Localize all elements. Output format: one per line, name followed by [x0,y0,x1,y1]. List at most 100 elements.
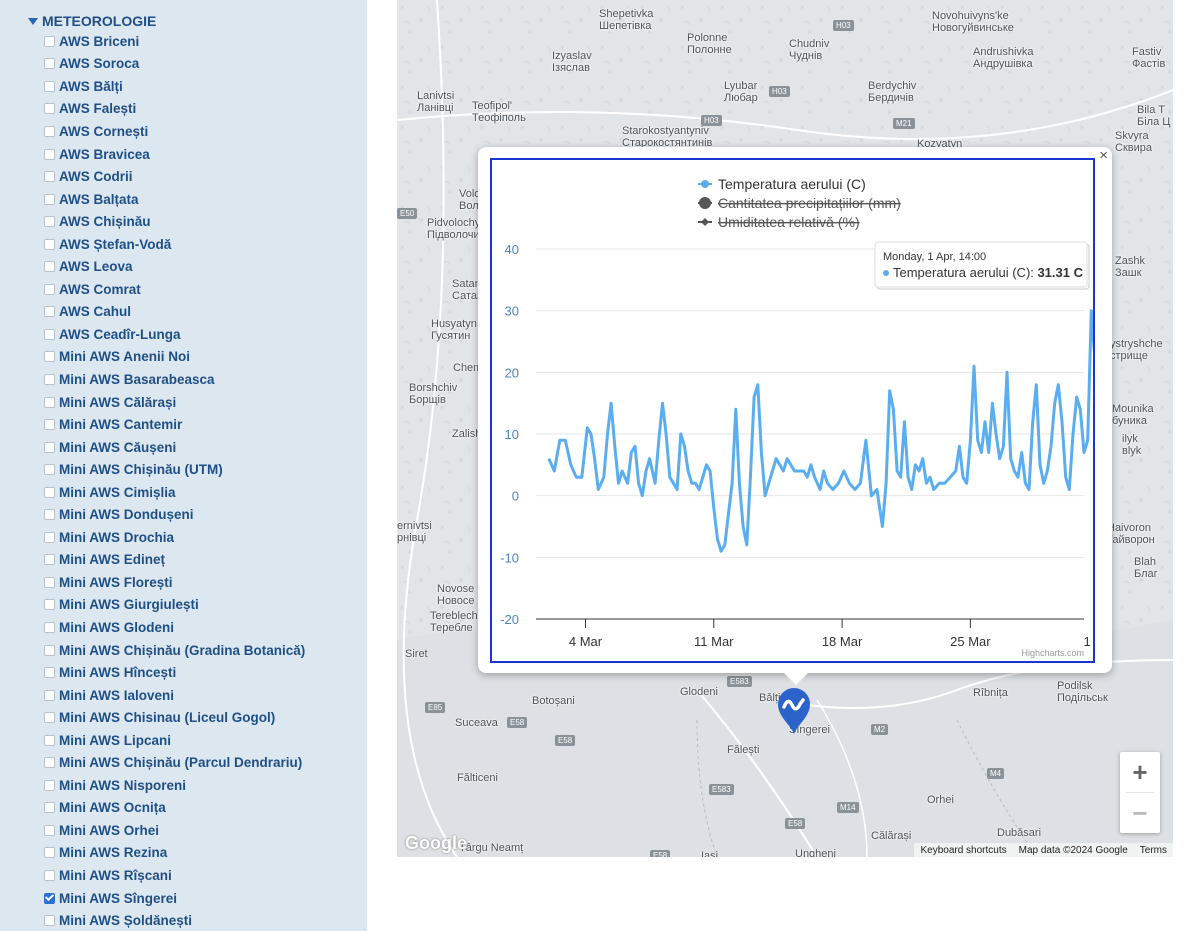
station-checkbox[interactable] [44,621,55,633]
terms-link[interactable]: Terms [1139,844,1167,856]
station-item[interactable]: AWS Ceadîr-Lunga [44,323,305,346]
station-item[interactable]: Mini AWS Cantemir [44,413,305,436]
station-checkbox[interactable] [44,193,55,205]
station-item[interactable]: Mini AWS Cimișlia [44,481,305,504]
station-item[interactable]: AWS Cahul [44,301,305,324]
station-marker-icon[interactable] [777,687,811,735]
station-item[interactable]: Mini AWS Chișinău (Gradina Botanică) [44,639,305,662]
station-checkbox[interactable] [44,802,55,814]
popup-tail [784,673,808,685]
place-label: ernivtsi рнівці [397,520,432,544]
legend-item[interactable]: Umiditatea relativă (%) [718,214,860,230]
station-checkbox[interactable] [44,125,55,137]
station-checkbox[interactable] [44,824,55,836]
station-item[interactable]: Mini AWS Florești [44,571,305,594]
station-checkbox[interactable] [44,892,55,904]
station-checkbox[interactable] [44,373,55,385]
station-item[interactable]: AWS Briceni [44,30,305,53]
station-checkbox[interactable] [44,238,55,250]
station-checkbox[interactable] [44,216,55,228]
station-item[interactable]: Mini AWS Chișinău (UTM) [44,458,305,481]
station-item[interactable]: Mini AWS Chișinău (Parcul Dendrariu) [44,752,305,775]
station-item[interactable]: AWS Comrat [44,278,305,301]
station-checkbox[interactable] [44,847,55,859]
place-label: Andrushivka Андрушівка [973,46,1034,70]
station-item[interactable]: AWS Bălți [44,75,305,98]
station-checkbox[interactable] [44,148,55,160]
station-item[interactable]: Mini AWS Drochia [44,526,305,549]
station-checkbox[interactable] [44,171,55,183]
station-item[interactable]: Mini AWS Șoldănești [44,909,305,932]
station-item[interactable]: Mini AWS Glodeni [44,616,305,639]
station-item[interactable]: Mini AWS Rezina [44,842,305,865]
station-checkbox[interactable] [44,712,55,724]
station-checkbox[interactable] [44,419,55,431]
station-item[interactable]: AWS Leova [44,255,305,278]
station-item[interactable]: Mini AWS Chisinau (Liceul Gogol) [44,706,305,729]
close-icon[interactable]: × [1099,147,1108,164]
station-checkbox[interactable] [44,554,55,566]
station-item[interactable]: Mini AWS Lipcani [44,729,305,752]
station-checkbox[interactable] [44,283,55,295]
station-checkbox[interactable] [44,531,55,543]
station-item[interactable]: Mini AWS Ocnița [44,797,305,820]
station-item[interactable]: Mini AWS Edineț [44,549,305,572]
highcharts-credit[interactable]: Highcharts.com [1021,648,1084,658]
station-item[interactable]: AWS Ștefan-Vodă [44,233,305,256]
zoom-out-button[interactable]: − [1132,797,1148,828]
station-checkbox[interactable] [44,667,55,679]
station-item[interactable]: Mini AWS Nisporeni [44,774,305,797]
station-checkbox[interactable] [44,464,55,476]
station-item[interactable]: AWS Balțata [44,188,305,211]
station-item[interactable]: Mini AWS Dondușeni [44,503,305,526]
station-checkbox[interactable] [44,351,55,363]
station-item[interactable]: Mini AWS Rîșcani [44,864,305,887]
station-checkbox[interactable] [44,328,55,340]
station-label: AWS Comrat [59,281,141,297]
station-item[interactable]: Mini AWS Basarabeasca [44,368,305,391]
station-checkbox[interactable] [44,35,55,47]
place-label: Lyubar Любар [724,80,758,104]
station-item[interactable]: AWS Chișinău [44,210,305,233]
place-label: Chudniv Чуднів [789,38,830,62]
station-checkbox[interactable] [44,441,55,453]
station-item[interactable]: AWS Falești [44,98,305,121]
station-checkbox[interactable] [44,509,55,521]
station-label: Mini AWS Cantemir [59,417,183,433]
station-checkbox[interactable] [44,689,55,701]
station-item[interactable]: Mini AWS Sîngerei [44,887,305,910]
station-item[interactable]: Mini AWS Călărași [44,391,305,414]
station-checkbox[interactable] [44,80,55,92]
station-checkbox[interactable] [44,396,55,408]
legend-item[interactable]: Temperatura aerului (C) [718,176,866,192]
google-logo[interactable]: Google [405,833,467,853]
station-checkbox[interactable] [44,757,55,769]
station-checkbox[interactable] [44,779,55,791]
station-item[interactable]: AWS Bravicea [44,143,305,166]
station-checkbox[interactable] [44,261,55,273]
station-checkbox[interactable] [44,870,55,881]
station-item[interactable]: AWS Codrii [44,165,305,188]
station-item[interactable]: Mini AWS Orhei [44,819,305,842]
station-checkbox[interactable] [44,58,55,70]
station-checkbox[interactable] [44,103,55,115]
station-item[interactable]: AWS Cornești [44,120,305,143]
section-meteorologie[interactable]: METEOROLOGIE [28,13,156,29]
station-checkbox[interactable] [44,734,55,746]
station-item[interactable]: Mini AWS Giurgiulești [44,594,305,617]
legend-item[interactable]: Cantitatea precipitațiilor (mm) [718,195,901,211]
station-checkbox[interactable] [44,576,55,588]
station-item[interactable]: Mini AWS Căușeni [44,436,305,459]
station-item[interactable]: Mini AWS Hîncești [44,661,305,684]
zoom-in-button[interactable]: + [1132,756,1148,787]
keyboard-shortcuts-link[interactable]: Keyboard shortcuts [920,844,1007,856]
station-item[interactable]: Mini AWS Ialoveni [44,684,305,707]
station-checkbox[interactable] [44,644,55,656]
station-checkbox[interactable] [44,306,55,318]
station-checkbox[interactable] [44,599,55,611]
station-checkbox[interactable] [44,915,55,927]
station-checkbox[interactable] [44,486,55,498]
station-item[interactable]: Mini AWS Anenii Noi [44,346,305,369]
station-item[interactable]: AWS Soroca [44,53,305,76]
place-label: Chem [453,362,483,374]
